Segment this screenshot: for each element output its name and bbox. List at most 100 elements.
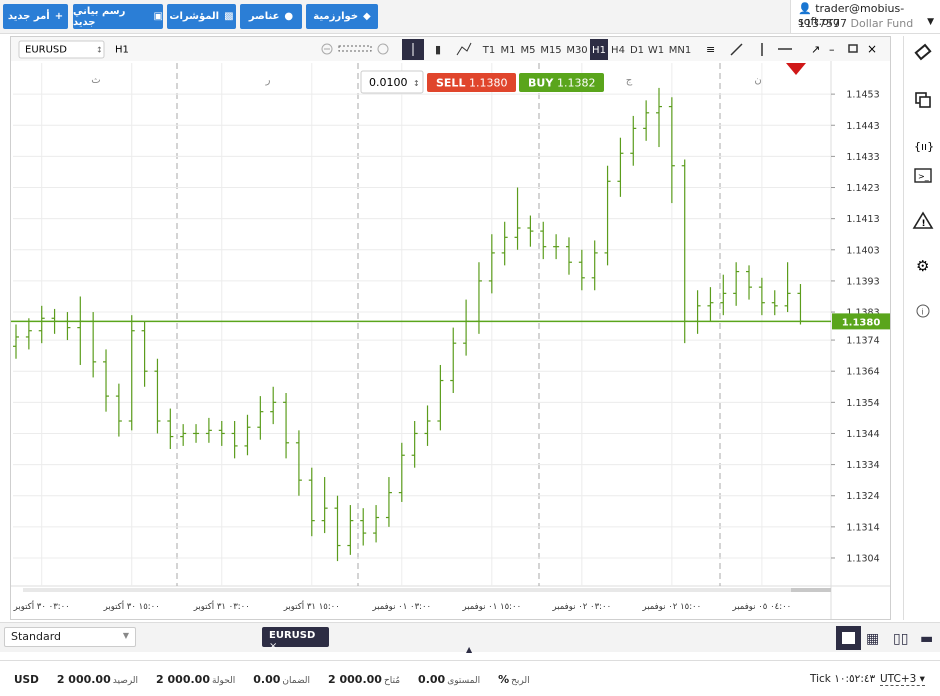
y-tick-label: 1.1383 xyxy=(846,308,879,319)
trendline-tool[interactable] xyxy=(730,43,743,56)
layout-rows[interactable]: ▬ xyxy=(920,631,934,647)
close-icon[interactable]: × xyxy=(867,42,877,56)
status-label: الضمان xyxy=(282,676,311,686)
objects-button[interactable]: عناصر ● xyxy=(240,4,302,29)
template-select[interactable]: Standard ▼ xyxy=(4,627,136,647)
sell-label: SELL xyxy=(436,77,465,90)
price-label: 1.1380 xyxy=(842,317,881,328)
script-icon[interactable]: {ıı} xyxy=(914,140,934,153)
y-tick-label: 1.1413 xyxy=(846,214,879,225)
button-label: عناصر xyxy=(248,11,280,22)
status-value: 2 000.00 xyxy=(328,673,382,686)
y-tick-label: 1.1364 xyxy=(846,367,879,378)
status-bar: USD 2 000.00 الرصيد 2 000.00 الحولة 0.00 الضم… xyxy=(0,660,940,696)
sell-button[interactable] xyxy=(427,73,516,92)
status-label: مُتاح xyxy=(383,676,401,686)
eraser-icon[interactable] xyxy=(914,43,932,61)
volume-input[interactable] xyxy=(360,70,424,94)
button-label: أمر جديد xyxy=(7,11,50,22)
symbol-select[interactable] xyxy=(18,40,105,59)
timeframe[interactable]: MN1 xyxy=(669,45,691,56)
timeframe[interactable]: M30 xyxy=(566,45,587,56)
y-tick-label: 1.1423 xyxy=(846,183,879,194)
template-text: Standard xyxy=(11,630,62,643)
zoom-slider[interactable] xyxy=(338,45,372,52)
timezone[interactable]: UTC+3 ▾ xyxy=(880,673,925,686)
line-type[interactable] xyxy=(456,42,472,56)
x-tick-label: ١٥:٠٠ ٠٢ نوفمبر xyxy=(642,602,702,612)
alert-glyph: ! xyxy=(922,219,926,229)
clock-time: ١٠:٥٢:٤٣ xyxy=(834,673,876,685)
layout-single[interactable] xyxy=(836,626,861,650)
status-item: 0.00 الضمان xyxy=(253,673,310,686)
zoom-in[interactable] xyxy=(377,43,389,55)
terminal-glyph: >_ xyxy=(918,172,930,181)
layout-columns[interactable]: ▯▯ xyxy=(893,631,909,647)
status-label: الرصيد xyxy=(112,676,139,686)
timeframe[interactable]: H1 xyxy=(592,45,606,56)
account-fund: Dollar Fund xyxy=(850,17,914,30)
timeframe[interactable]: M15 xyxy=(540,45,561,56)
candle-type[interactable]: ▮ xyxy=(435,43,441,56)
chart-panel: EURUSD ↕ H1 ▮ T1 M1 M5 M15 M30 H1 H4 D1 W1 MN1 ≡ … xyxy=(10,36,891,620)
terminal-icon[interactable] xyxy=(914,168,932,183)
chart-tab[interactable]: EURUSD × xyxy=(262,627,329,652)
clock-label: Tick xyxy=(810,673,831,685)
tool-icon[interactable]: ≡ xyxy=(706,43,715,56)
tab-text: EURUSD xyxy=(269,630,316,641)
x-tick-label: ١٥:٠٠ ٣١ أكتوبر xyxy=(283,600,340,612)
timeframe[interactable]: T1 xyxy=(482,45,495,56)
zoom-out[interactable] xyxy=(321,43,333,55)
new-chart-button[interactable]: رسم بياني جديد ▣ xyxy=(73,4,163,29)
timeframe[interactable]: D1 xyxy=(630,45,644,56)
clock: Tick ١٠:٥٢:٤٣ xyxy=(810,673,875,685)
timezone-text: UTC+3 xyxy=(880,673,917,685)
x-tick-label: ٠٣:٠٠ ٣١ أكتوبر xyxy=(193,600,250,612)
currency: USD xyxy=(14,674,39,686)
algo-button[interactable]: خوارزمية ◆ xyxy=(306,4,378,29)
active-timeframe-bg xyxy=(590,39,608,60)
timeframe[interactable]: M1 xyxy=(501,45,516,56)
alert-icon[interactable] xyxy=(912,211,934,229)
x-tick-label: ٠٣:٠٠ ٠١ نوفمبر xyxy=(371,602,431,612)
y-tick-label: 1.1453 xyxy=(846,90,879,101)
info-glyph: i xyxy=(922,308,924,317)
status-item: 2 000.00 الحولة xyxy=(156,673,235,686)
account-box[interactable]: 👤 trader@mobius-soft.org 1137577 Dollar … xyxy=(790,0,940,33)
status-value: % xyxy=(498,673,510,686)
timeframe[interactable]: M5 xyxy=(521,45,536,56)
top-toolbar: أمر جديد + رسم بياني جديد ▣ المؤشرات ▩ عناص… xyxy=(0,0,940,34)
expand-arrow[interactable]: ▲ xyxy=(466,645,473,654)
minimize-icon[interactable]: – xyxy=(829,43,835,56)
x-tick-label: ١٥:٠٠ ٣٠ أكتوبر xyxy=(103,600,160,612)
new-order-button[interactable]: أمر جديد + xyxy=(3,4,68,29)
chart-header-bg xyxy=(11,37,890,61)
bottom-tabs: Standard ▼ EURUSD × ▦ ▯▯ ▬ ▲ xyxy=(0,622,940,654)
settings-icon[interactable]: ⚙ xyxy=(916,257,929,275)
y-tick-label: 1.1304 xyxy=(846,553,879,564)
popout-icon[interactable]: ↗ xyxy=(811,43,820,56)
account-user: trader@mobius-soft.org xyxy=(798,2,905,28)
x-tick-label: ١٥:٠٠ ٠١ نوفمبر xyxy=(461,602,521,612)
scroll-thumb[interactable] xyxy=(791,588,831,592)
plot: ث ر ج ن 1.1453 1.1443 1.1433 1.1423 1.1413 1.1403… xyxy=(11,63,890,612)
timeframe[interactable]: H4 xyxy=(611,45,625,56)
status-value: 2 000.00 xyxy=(156,673,210,686)
status-item: 2 000.00 الرصيد xyxy=(57,673,138,686)
indicators-button[interactable]: المؤشرات ▩ xyxy=(167,4,236,29)
account-user-row: 👤 trader@mobius-soft.org xyxy=(798,2,905,28)
info-icon[interactable] xyxy=(916,304,930,318)
status-item: 0.00 المستوى xyxy=(418,673,480,686)
timeframes: T1 M1 M5 M15 M30 H1 H4 D1 W1 MN1 xyxy=(482,39,691,60)
buy-price: 1.1382 xyxy=(557,77,596,90)
timeframe[interactable]: W1 xyxy=(648,45,664,56)
copy-icon-2 xyxy=(919,96,931,108)
volume-text: 0.0100 xyxy=(369,76,408,89)
maximize-icon[interactable] xyxy=(848,44,858,53)
y-tick-label: 1.1433 xyxy=(846,152,879,163)
buy-button[interactable] xyxy=(519,73,604,92)
layout-grid[interactable]: ▦ xyxy=(866,631,880,647)
currency-text: USD xyxy=(14,674,39,686)
scrollbar[interactable] xyxy=(23,588,831,592)
y-tick-label: 1.1403 xyxy=(846,245,879,256)
